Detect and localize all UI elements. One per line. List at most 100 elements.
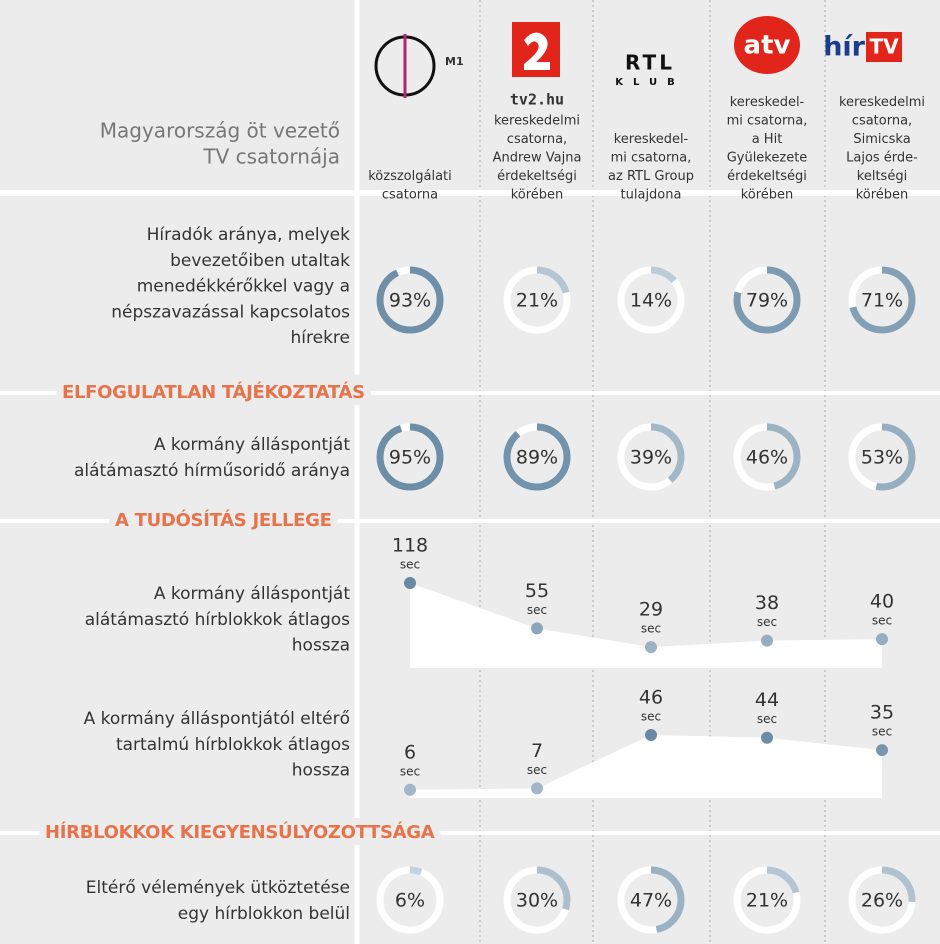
donut-label: 93% [389,290,431,312]
dot [404,783,416,796]
channel-description: Andrew Vajna [493,151,582,166]
row-label: hírekre [291,328,351,348]
donut-arc [376,866,444,934]
section-title: ELFOGULATLAN TÁJÉKOZTATÁS [62,381,365,403]
row-label: alátámasztó hírműsoridő aránya [74,461,350,481]
unit-label: sec [757,712,777,726]
area [410,583,882,668]
donut-label: 14% [630,290,672,312]
donut-label: 26% [861,890,903,912]
header-title: Magyarország öt vezető [100,119,340,143]
row-label: A kormány álláspontjától eltérő [84,709,350,729]
row-label: bevezetőiben utaltak [170,251,350,271]
donut-arc [503,423,571,491]
value-label: 29 [639,599,663,621]
channel-description: csatorna, [507,132,567,147]
donut-arc [617,866,685,934]
logo-text: RTL [625,51,675,75]
value-label: 40 [870,591,894,613]
donut-label: 95% [389,447,431,469]
channel-description: körében [741,188,794,203]
row-label: A kormány álláspontját [154,584,350,604]
channel-description: tulajdona [621,188,682,203]
area [410,735,882,798]
donut-arc [617,266,685,334]
dot [404,577,416,589]
donut-label: 89% [516,447,558,469]
channel-description: érdekeltségi [727,169,807,184]
dot [876,633,888,646]
donut-arc [733,866,801,934]
donut-arc [617,423,685,491]
row-label: alátámasztó hírblokkok átlagos [85,610,350,630]
value-label: 38 [755,592,779,614]
channel-description: csatorna [382,188,438,203]
logo-text: M1 [445,55,464,68]
unit-label: sec [641,622,661,636]
dot [645,641,657,654]
row-label: hossza [292,636,350,656]
donut-arc [733,423,801,491]
logo-text: KLUB [615,77,685,88]
unit-label: sec [400,764,420,778]
row-label: menedékkérőkkel vagy a [137,277,350,297]
row-label: A kormány álláspontját [154,435,350,455]
row-label: Híradók aránya, melyek [147,225,350,245]
donut-arc [848,423,916,491]
channel-description: kereskedel- [614,132,689,147]
donut-label: 47% [630,890,672,912]
value-label: 6 [404,741,416,763]
unit-label: sec [872,614,892,628]
channel-description: kereskedel- [730,95,805,110]
value-label: 46 [639,687,663,709]
channel-description: kereskedelmi [494,114,580,129]
channel-description: kereskedelmi [839,95,925,110]
logo-text: hír [823,32,865,63]
unit-label: sec [872,725,892,739]
donut-label: 71% [861,290,903,312]
donut-arc [503,266,571,334]
channel-description: körében [856,188,909,203]
row-label: hossza [292,761,350,781]
value-label: 7 [531,740,543,762]
donut-arc [376,423,444,491]
atv-logo [734,16,800,74]
donut-arc [848,866,916,934]
unit-label: sec [527,603,547,617]
value-label: 44 [755,689,779,711]
channel-description: az RTL Group [608,169,694,184]
channel-description: Lajos érde- [846,151,918,166]
channel-description: keltségi [857,169,907,184]
section-title: A TUDÓSÍTÁS JELLEGE [115,509,332,531]
row-label: egy hírblokkon belül [178,904,350,924]
dot [761,731,773,744]
donut-arc [848,266,916,334]
dot [761,634,773,647]
logo-text: tv2.hu [510,91,564,109]
unit-label: sec [641,710,661,724]
donut-arc [376,266,444,334]
logo-text: atv [744,31,791,61]
donut-label: 79% [746,290,788,312]
channel-description: mi csatorna, [611,151,692,166]
header-title: TV csatornája [202,145,340,169]
donut-label: 46% [746,447,788,469]
channel-description: mi csatorna, [727,114,808,129]
channel-description: közszolgálati [368,169,452,184]
channel-description: a Hit [752,132,783,147]
row-label: népszavazással kapcsolatos [111,302,350,322]
donut-arc [503,866,571,934]
unit-label: sec [527,763,547,777]
donut-label: 21% [516,290,558,312]
channel-description: Simicska [853,132,910,147]
unit-label: sec [400,558,420,572]
logo-text: TV [869,35,899,59]
channel-description: Gyülekezete [727,151,808,166]
row-label: tartalmú hírblokkok átlagos [116,735,350,755]
channel-description: csatorna, [852,114,912,129]
row-label: Eltérő vélemények ütköztetése [86,878,350,898]
tv2-logo [524,32,550,70]
dot [531,622,543,635]
dot [645,729,657,741]
